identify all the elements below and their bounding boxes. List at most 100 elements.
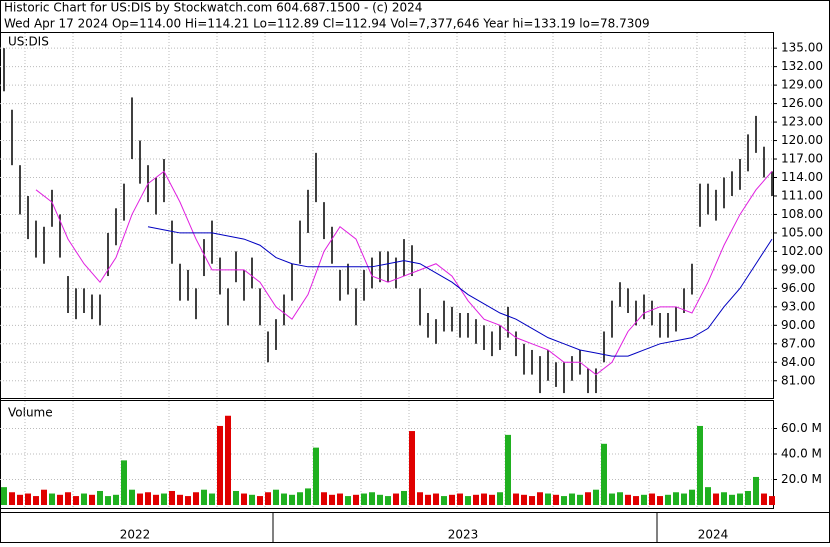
volume-bar — [713, 493, 719, 505]
volume-bar — [769, 496, 775, 505]
volume-bar — [633, 496, 639, 505]
y-tick-label: 81.00 — [781, 373, 815, 387]
volume-title: Volume — [8, 406, 53, 420]
volume-bar — [185, 496, 191, 505]
volume-bar — [89, 494, 95, 505]
y-tick-label: 123.00 — [781, 115, 823, 129]
volume-bar — [761, 493, 767, 505]
volume-bar — [209, 493, 215, 505]
y-tick-label: 84.00 — [781, 355, 815, 369]
volume-bar — [721, 492, 727, 505]
volume-bar — [121, 460, 127, 505]
y-tick-label: 117.00 — [781, 152, 823, 166]
volume-bar — [33, 496, 39, 505]
volume-bar — [97, 490, 103, 505]
volume-bar — [345, 496, 351, 505]
volume-bar — [361, 493, 367, 505]
y-tick-label: 111.00 — [781, 188, 823, 202]
volume-bar — [561, 496, 567, 505]
volume-bar — [425, 494, 431, 505]
volume-bar — [321, 492, 327, 505]
y-tick-label: 132.00 — [781, 59, 823, 73]
volume-bar — [49, 493, 55, 505]
volume-bar — [585, 492, 591, 505]
volume-bar — [505, 434, 511, 505]
volume-bar — [617, 492, 623, 505]
price-panel — [0, 32, 774, 399]
volume-bar — [681, 493, 687, 505]
y-tick-label: 135.00 — [781, 41, 823, 55]
volume-bar — [697, 425, 703, 505]
header-line1: Historic Chart for US:DIS by Stockwatch.… — [4, 1, 422, 15]
volume-bar — [441, 496, 447, 505]
volume-bar — [649, 493, 655, 505]
volume-bar — [569, 493, 575, 505]
y-tick-label: 105.00 — [781, 225, 823, 239]
volume-bar — [449, 494, 455, 505]
volume-bar — [249, 494, 255, 505]
volume-bar — [305, 488, 311, 505]
moving-average — [147, 226, 773, 357]
volume-bar — [601, 443, 607, 505]
volume-bar — [289, 494, 295, 505]
volume-bar — [233, 490, 239, 505]
volume-bar — [281, 493, 287, 505]
volume-bar — [25, 493, 31, 505]
x-tick-label: 2022 — [120, 528, 151, 542]
y-tick-label: 114.00 — [781, 170, 823, 184]
volume-bar — [377, 494, 383, 505]
volume-bar — [1, 487, 7, 505]
volume-bar — [473, 494, 479, 505]
volume-bar — [241, 493, 247, 505]
x-tick-label: 2023 — [448, 528, 479, 542]
y-tick-label: 40.0 M — [781, 447, 822, 461]
volume-bar — [329, 494, 335, 505]
header-line2: Wed Apr 17 2024 Op=114.00 Hi=114.21 Lo=1… — [4, 17, 650, 31]
y-tick-label: 87.00 — [781, 336, 815, 350]
y-tick-label: 96.00 — [781, 281, 815, 295]
volume-bar — [129, 489, 135, 505]
volume-bar — [457, 493, 463, 505]
volume-bar — [57, 494, 63, 505]
y-tick-label: 108.00 — [781, 207, 823, 221]
symbol-label: US:DIS — [8, 35, 49, 49]
y-tick-label: 129.00 — [781, 78, 823, 92]
volume-bar — [257, 496, 263, 505]
volume-bar — [729, 494, 735, 505]
volume-bar — [553, 494, 559, 505]
y-tick-label: 93.00 — [781, 299, 815, 313]
volume-bar — [577, 494, 583, 505]
volume-bar — [745, 490, 751, 505]
volume-bar — [65, 492, 71, 505]
volume-bar — [465, 496, 471, 505]
volume-bar — [353, 494, 359, 505]
volume-bar — [537, 492, 543, 505]
volume-bar — [225, 415, 231, 505]
volume-bar — [265, 492, 271, 505]
y-tick-label: 20.0 M — [781, 472, 822, 486]
volume-bar — [593, 489, 599, 505]
volume-bar — [689, 489, 695, 505]
volume-bar — [81, 493, 87, 505]
volume-bar — [417, 492, 423, 505]
volume-bar — [529, 496, 535, 505]
volume-bar — [161, 493, 167, 505]
volume-bar — [313, 447, 319, 505]
volume-bar — [393, 493, 399, 505]
volume-bar — [105, 496, 111, 505]
volume-bar — [273, 489, 279, 505]
volume-bar — [145, 492, 151, 505]
volume-bar — [385, 496, 391, 505]
volume-bar — [657, 496, 663, 505]
volume-bar — [169, 490, 175, 505]
volume-bar — [641, 494, 647, 505]
y-tick-label: 99.00 — [781, 262, 815, 276]
volume-bar — [401, 490, 407, 505]
volume-bar — [369, 492, 375, 505]
volume-bar — [753, 476, 759, 505]
volume-bar — [297, 492, 303, 505]
volume-bar — [217, 425, 223, 505]
y-tick-label: 60.0 M — [781, 421, 822, 435]
volume-bar — [673, 492, 679, 505]
